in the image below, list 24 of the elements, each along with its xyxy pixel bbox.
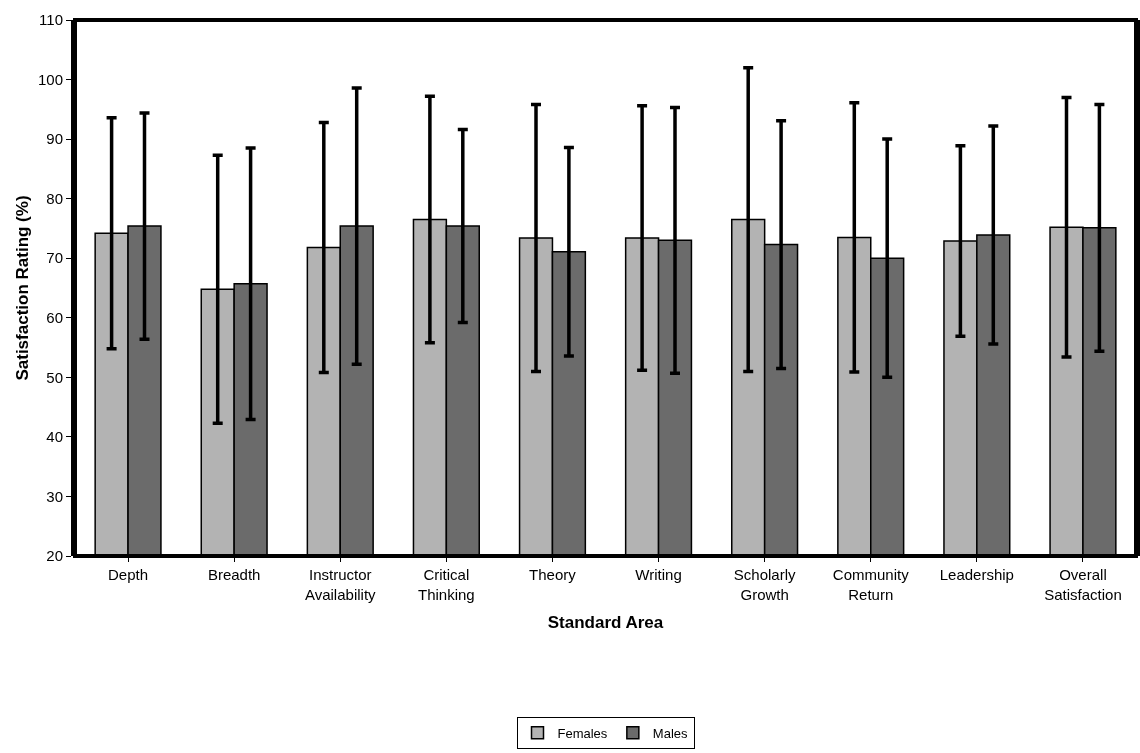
y-tick-label: 30 <box>46 487 63 505</box>
y-tick-label: 50 <box>46 368 63 386</box>
x-axis-title: Standard Area <box>547 612 664 632</box>
y-tick-label: 60 <box>46 309 63 327</box>
x-tick-label: Writing <box>635 566 682 583</box>
y-tick-label: 80 <box>46 189 63 207</box>
x-tick-label: Depth <box>108 566 149 583</box>
x-tick-label: Overall Satisfaction <box>1044 566 1122 603</box>
x-tick-label: Theory <box>529 566 577 583</box>
x-tick-label: Community Return <box>832 566 910 603</box>
y-tick-label: 70 <box>46 249 63 267</box>
y-axis-title: Satisfaction Rating (%) <box>13 195 32 381</box>
y-tick-label: 110 <box>39 11 63 29</box>
y-tick-label: 100 <box>37 70 63 88</box>
y-tick-label: 20 <box>46 547 63 565</box>
x-tick-label: Leadership <box>939 566 1014 583</box>
x-tick-label: Instructor Availability <box>304 566 377 603</box>
y-tick-label: 90 <box>46 130 63 148</box>
legend-label: Males <box>652 725 689 741</box>
y-tick-label: 40 <box>46 428 63 446</box>
legend-label: Females <box>557 725 608 741</box>
x-tick-label: Scholarly Growth <box>733 566 796 603</box>
x-tick-label: Critical Thinking <box>418 566 475 603</box>
x-tick-label: Breadth <box>207 566 261 583</box>
